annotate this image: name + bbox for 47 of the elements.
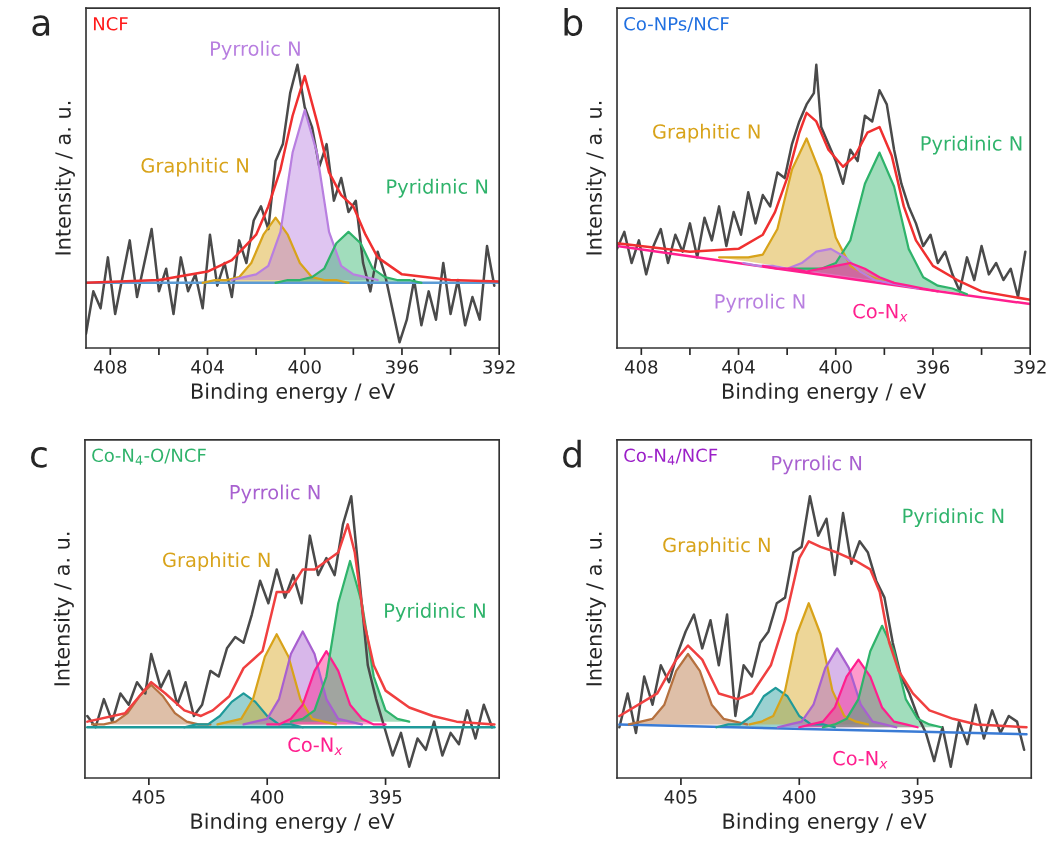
x-tick-label: 395 — [901, 790, 934, 804]
x-tick-label: 395 — [369, 790, 402, 804]
x-tick-label: 400 — [250, 790, 284, 804]
series-label: Pyridinic N — [385, 602, 485, 622]
x-tick-label: 396 — [386, 360, 419, 374]
x-tick-label: 396 — [917, 360, 950, 374]
text: Graphitic N — [653, 123, 760, 143]
x-tick-label: 404 — [191, 360, 224, 374]
text: Pyrrolic N — [772, 455, 862, 475]
text: Pyrrolic N — [211, 40, 300, 60]
series-label: Co-N$_{x}$ — [288, 737, 343, 755]
series-label: Co-N$_{x}$ — [853, 303, 908, 322]
y-axis-title: Intensity / a. u. — [53, 532, 74, 686]
text: Graphitic N — [163, 552, 270, 571]
chart-title: c — [31, 447, 47, 468]
y-axis-title: Intensity / a. u. — [54, 101, 75, 255]
chart-subtitle: Co-NPs/NCF — [624, 16, 729, 33]
chart-title: b — [564, 8, 583, 37]
series-label: Co-N$_{x}$ — [833, 750, 888, 769]
text: Graphitic N — [663, 537, 770, 557]
x-axis-title: Binding energy / eV — [723, 812, 927, 833]
x-axis-title: Binding energy / eV — [723, 382, 927, 403]
x-axis-title: Binding energy / eV — [191, 812, 395, 833]
x-tick-label: 405 — [132, 790, 165, 804]
text: Graphitic N — [141, 157, 248, 177]
text: Pyridinic N — [387, 178, 488, 198]
chart-subtitle: Co-N$_{4}$/NCF — [624, 448, 718, 465]
chart-title: a — [32, 15, 50, 37]
series-label: Pyrrolic N — [715, 293, 805, 313]
text: Pyrrolic N — [230, 484, 320, 504]
chart-subtitle: Co-N$_{4}$-O/NCF — [92, 448, 206, 465]
x-tick-label: 400 — [819, 360, 852, 374]
chart-subtitle: NCF — [93, 16, 128, 31]
x-tick-label: 404 — [722, 360, 755, 374]
y-axis-title: Intensity / a. u. — [585, 101, 606, 255]
x-tick-label: 405 — [664, 790, 697, 804]
x-tick-label: 400 — [782, 790, 816, 804]
series-label: Pyridinic N — [921, 135, 1022, 155]
x-tick-label: 392 — [1014, 360, 1046, 374]
x-tick-label: 392 — [483, 360, 515, 374]
text: Pyridinic N — [903, 508, 1004, 527]
x-tick-label: 408 — [93, 360, 127, 374]
chart-title: d — [563, 439, 581, 468]
y-axis-title: Intensity / a. u. — [585, 532, 606, 686]
x-axis-title: Binding energy / eV — [192, 382, 396, 403]
x-tick-label: 400 — [288, 360, 321, 374]
x-tick-label: 408 — [624, 360, 658, 374]
